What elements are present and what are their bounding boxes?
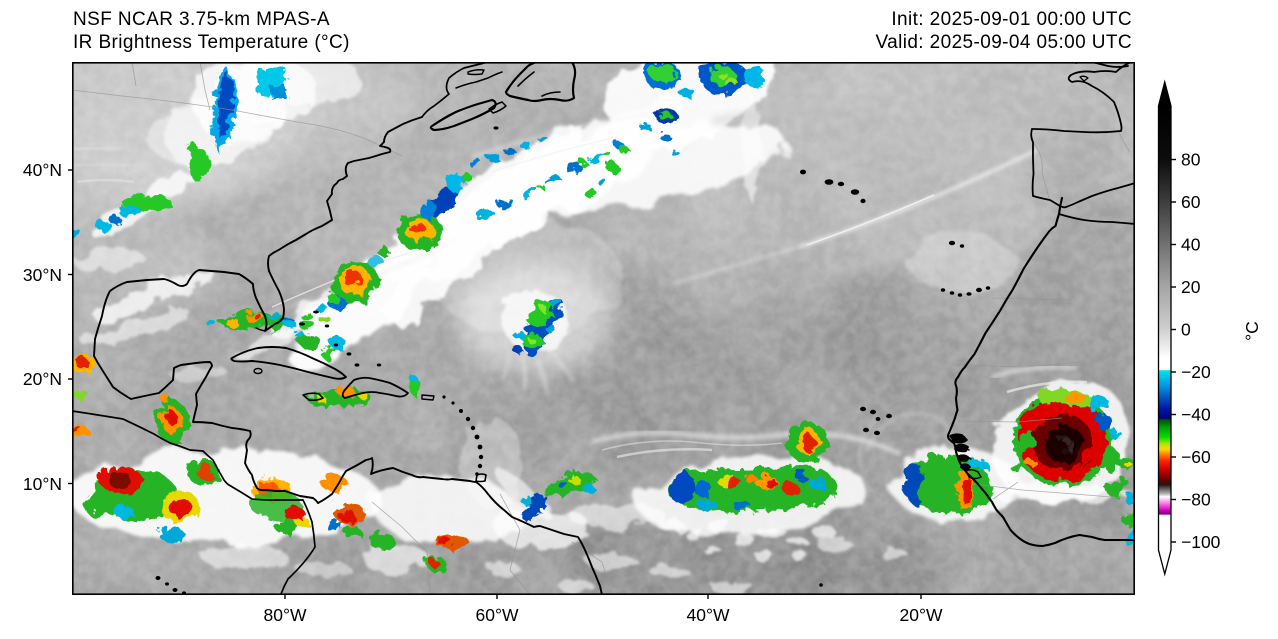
svg-text:20: 20	[1181, 277, 1201, 297]
svg-text:80: 80	[1181, 150, 1201, 170]
svg-text:−80: −80	[1181, 490, 1211, 510]
svg-text:−40: −40	[1181, 405, 1211, 425]
svg-text:°C: °C	[1242, 321, 1262, 341]
svg-text:40: 40	[1181, 235, 1201, 255]
svg-text:−60: −60	[1181, 447, 1211, 467]
svg-text:0: 0	[1181, 320, 1191, 340]
svg-text:−100: −100	[1181, 532, 1221, 552]
svg-text:−20: −20	[1181, 362, 1211, 382]
svg-text:60: 60	[1181, 192, 1201, 212]
